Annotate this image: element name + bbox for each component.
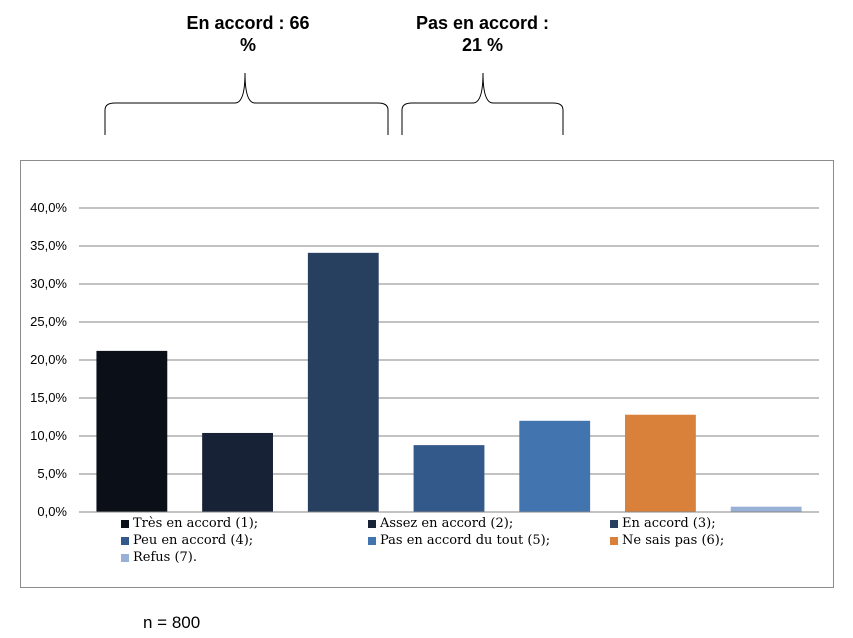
disagree-group-line1: Pas en accord : [415, 13, 550, 33]
bar-7 [730, 506, 802, 512]
bar-5 [519, 420, 591, 512]
legend-item-4: Peu en accord (4); [121, 532, 253, 549]
agree-brace [104, 72, 389, 135]
y-tick-label: 0,0% [37, 504, 67, 519]
gridlines [79, 207, 819, 475]
agree-group-label: En accord : 66 % [168, 12, 328, 56]
legend-item-6: Ne sais pas (6); [610, 532, 724, 549]
legend-label: Ne sais pas (6); [622, 533, 725, 548]
agree-group-line1: En accord : 66 [186, 13, 310, 33]
legend-label: Peu en accord (4); [133, 533, 254, 548]
y-tick-label: 5,0% [37, 466, 67, 481]
bar-4 [413, 445, 485, 512]
group-braces [104, 72, 564, 135]
legend-swatch [121, 519, 129, 528]
legend-item-2: Assez en accord (2); [368, 515, 513, 532]
y-axis-ticks: 0,0% 5,0% 10,0% 15,0% 20,0% 25,0% 30,0% 35,0% 40… [30, 200, 67, 519]
legend-item-7: Refus (7). [121, 549, 197, 566]
legend-label: Refus (7). [133, 550, 198, 565]
disagree-brace [401, 72, 564, 135]
legend-swatch [368, 519, 376, 528]
y-tick-label: 35,0% [30, 238, 67, 253]
legend-item-1: Très en accord (1); [121, 515, 258, 532]
bar-6 [625, 414, 696, 512]
legend-label: Assez en accord (2); [380, 516, 514, 531]
chart-area: 0,0% 5,0% 10,0% 15,0% 20,0% 25,0% 30,0% 35,0% 40… [20, 160, 834, 588]
legend-label: Très en accord (1); [133, 516, 259, 531]
y-tick-label: 20,0% [30, 352, 67, 367]
y-tick-label: 10,0% [30, 428, 67, 443]
legend-item-3: En accord (3); [610, 515, 716, 532]
legend-label: Pas en accord du tout (5); [380, 533, 551, 548]
legend-swatch [368, 536, 376, 545]
y-tick-label: 40,0% [30, 200, 67, 215]
disagree-group-line2: 21 % [461, 35, 504, 55]
agree-group-line2: % [239, 35, 256, 55]
legend-label: En accord (3); [622, 516, 716, 531]
legend-swatch [610, 536, 618, 545]
legend-swatch [121, 553, 129, 562]
y-tick-label: 30,0% [30, 276, 67, 291]
bar-2 [202, 432, 273, 512]
bar-1 [96, 350, 168, 512]
legend-item-5: Pas en accord du tout (5); [368, 532, 550, 549]
y-tick-label: 15,0% [30, 390, 67, 405]
bar-3 [307, 252, 379, 512]
legend-swatch [610, 519, 618, 528]
legend-swatch [121, 536, 129, 545]
bars [96, 252, 802, 512]
sample-size-note: n = 800 [143, 613, 201, 632]
bar-chart: 0,0% 5,0% 10,0% 15,0% 20,0% 25,0% 30,0% 35,0% 40… [30, 200, 819, 519]
disagree-group-label: Pas en accord : 21 % [400, 12, 565, 56]
y-tick-label: 25,0% [30, 314, 67, 329]
